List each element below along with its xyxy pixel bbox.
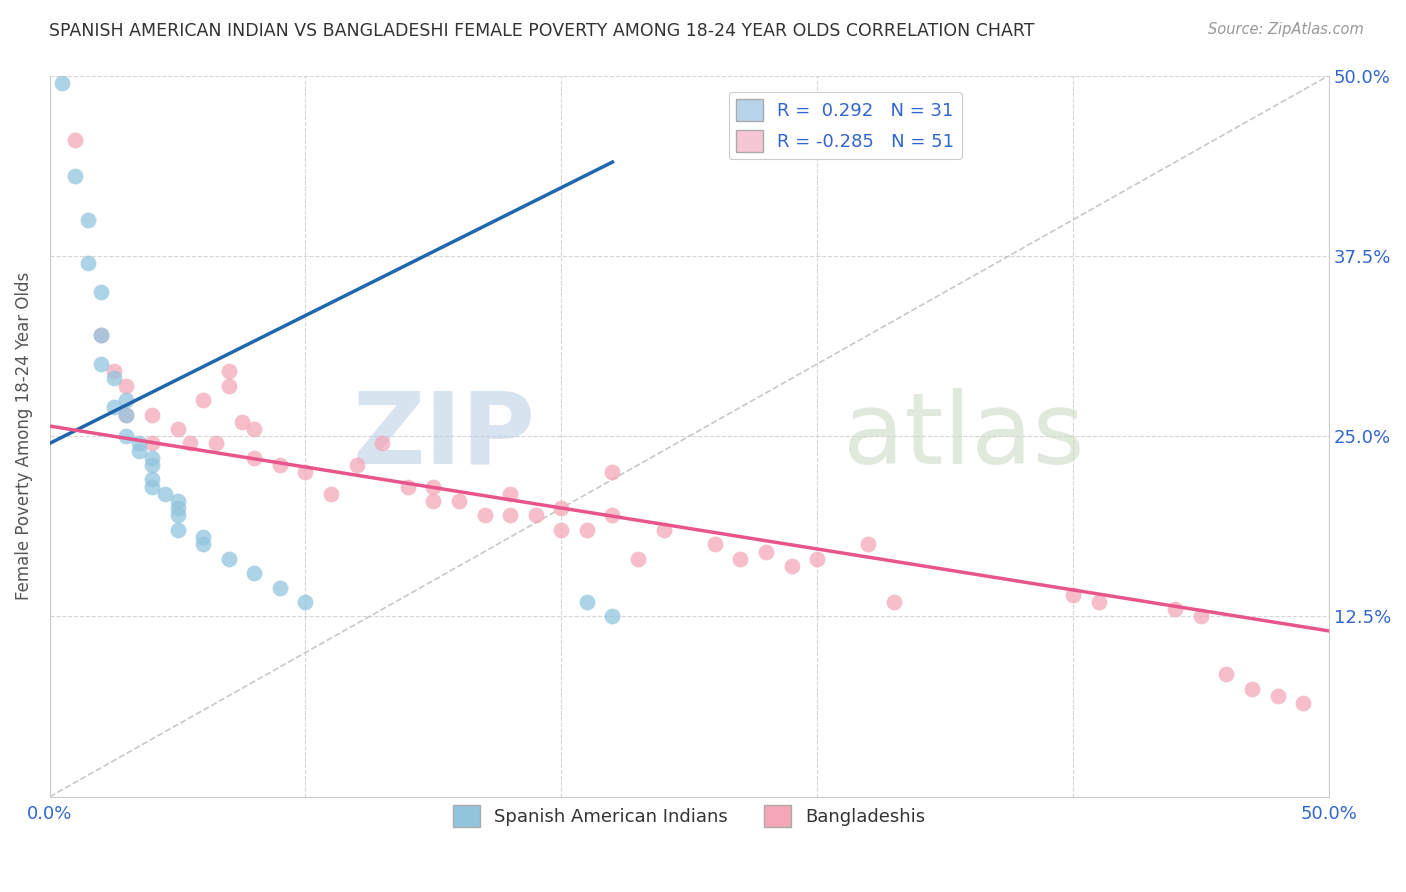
Point [65,133,87,147]
Point [780,559,803,574]
Point [51,76,73,90]
Point [77,256,100,270]
Point [269,458,291,472]
Point [218,551,240,566]
Point [499,487,522,501]
Point [205,436,228,450]
Point [1215,667,1237,681]
Point [524,508,547,523]
Point [141,436,163,450]
Point [1267,689,1289,703]
Point [153,487,176,501]
Text: SPANISH AMERICAN INDIAN VS BANGLADESHI FEMALE POVERTY AMONG 18-24 YEAR OLDS CORR: SPANISH AMERICAN INDIAN VS BANGLADESHI F… [49,22,1035,40]
Point [730,551,752,566]
Point [575,595,598,609]
Point [65,169,87,184]
Point [371,436,394,450]
Point [191,393,214,408]
Point [602,465,624,479]
Point [1087,595,1109,609]
Point [602,609,624,624]
Point [166,523,188,537]
Point [243,422,266,436]
Point [575,523,598,537]
Point [294,465,316,479]
Point [115,393,138,408]
Point [806,551,828,566]
Legend: Spanish American Indians, Bangladeshis: Spanish American Indians, Bangladeshis [446,798,934,835]
Point [499,508,522,523]
Point [602,508,624,523]
Point [243,450,266,465]
Point [191,530,214,544]
Point [447,494,470,508]
Point [858,537,880,551]
Point [474,508,496,523]
Point [115,429,138,443]
Point [115,408,138,422]
Point [115,378,138,392]
Point [141,408,163,422]
Y-axis label: Female Poverty Among 18-24 Year Olds: Female Poverty Among 18-24 Year Olds [15,272,32,600]
Point [1062,588,1084,602]
Point [90,328,112,343]
Point [90,285,112,299]
Point [218,364,240,378]
Point [166,494,188,508]
Text: ZIP: ZIP [353,388,536,484]
Point [269,581,291,595]
Point [103,371,125,385]
Point [128,436,150,450]
Point [1240,681,1263,696]
Point [141,472,163,486]
Point [703,537,725,551]
Point [294,595,316,609]
Point [550,523,572,537]
Point [422,480,444,494]
Point [128,443,150,458]
Point [883,595,905,609]
Point [115,408,138,422]
Point [231,415,253,429]
Point [396,480,419,494]
Point [166,422,188,436]
Point [422,494,444,508]
Point [141,450,163,465]
Point [755,544,778,558]
Point [166,501,188,516]
Point [627,551,650,566]
Point [166,508,188,523]
Point [90,328,112,343]
Point [550,501,572,516]
Point [179,436,201,450]
Point [1292,696,1315,710]
Point [77,212,100,227]
Point [90,357,112,371]
Point [243,566,266,581]
Point [141,480,163,494]
Point [1189,609,1212,624]
Point [1164,602,1187,616]
Text: Source: ZipAtlas.com: Source: ZipAtlas.com [1208,22,1364,37]
Point [141,458,163,472]
Point [103,401,125,415]
Text: atlas: atlas [842,388,1084,484]
Point [103,364,125,378]
Point [191,537,214,551]
Point [346,458,368,472]
Point [652,523,675,537]
Point [218,378,240,392]
Point [319,487,342,501]
